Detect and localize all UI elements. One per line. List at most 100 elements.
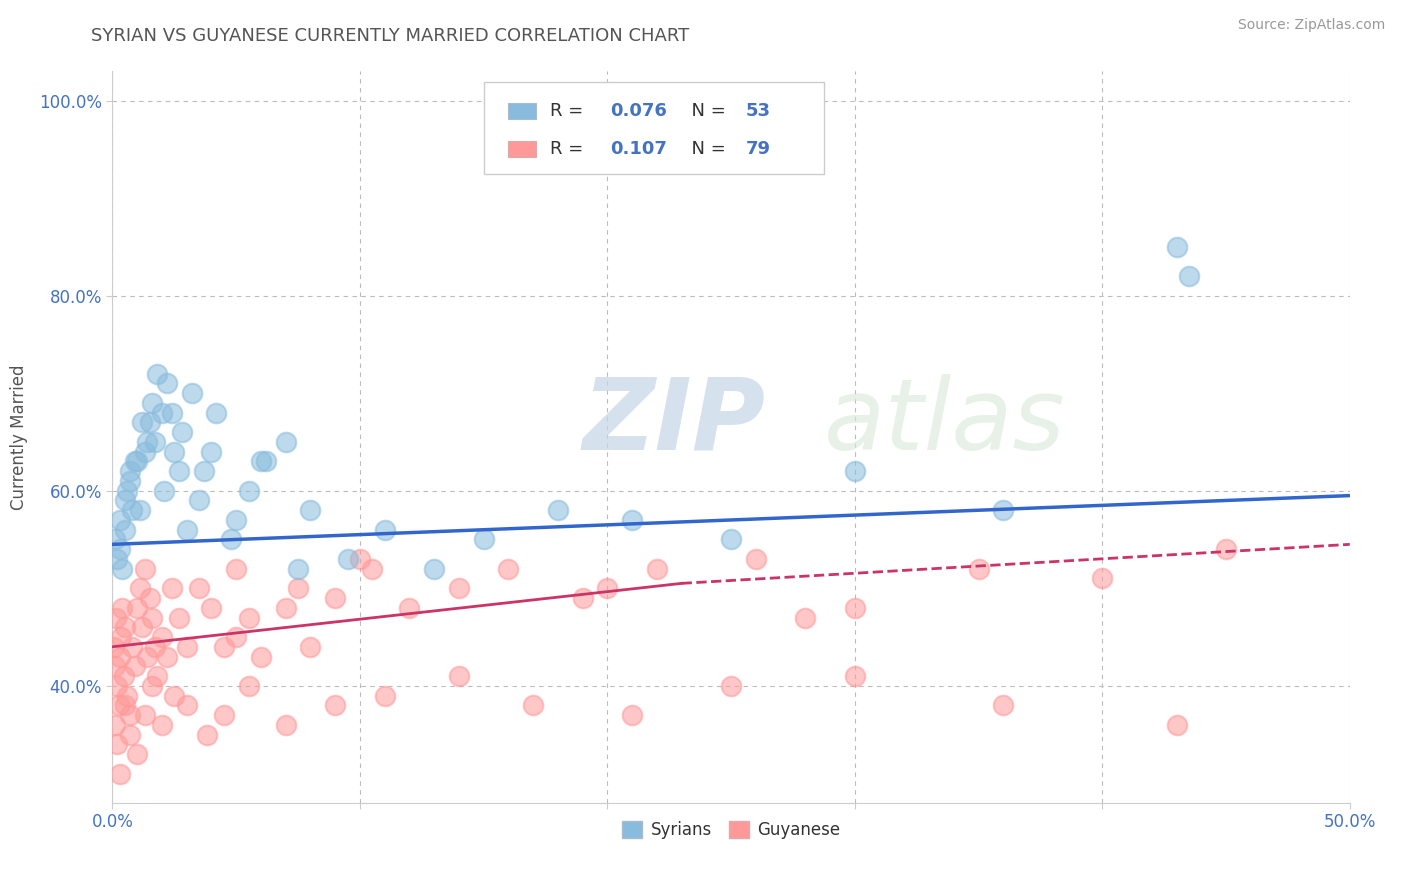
Point [163,689,186,703]
Point [108,542,131,557]
Point [121,503,143,517]
Text: atlas: atlas [824,374,1066,471]
Point [107,698,129,713]
Point [374,523,396,537]
Point [193,464,215,478]
Point [299,503,322,517]
Point [844,669,866,683]
Point [131,620,153,634]
Point [498,562,520,576]
Point [124,659,146,673]
Point [114,620,136,634]
Point [993,503,1015,517]
Point [111,562,134,576]
Point [195,727,218,741]
Point [118,474,141,488]
Point [169,464,191,478]
Point [138,591,160,605]
Point [645,562,668,576]
Point [1178,269,1201,284]
Point [423,562,446,576]
Point [621,708,644,723]
Point [254,454,277,468]
Point [794,610,817,624]
Legend: Syrians, Guyanese: Syrians, Guyanese [616,814,846,846]
Point [374,689,396,703]
Point [180,386,202,401]
Point [398,600,420,615]
Point [1091,572,1114,586]
Point [169,610,191,624]
Point [720,679,742,693]
Point [141,679,163,693]
Point [156,376,179,391]
Text: Source: ZipAtlas.com: Source: ZipAtlas.com [1237,18,1385,32]
Text: 79: 79 [747,140,770,158]
Point [103,640,125,654]
Point [141,396,163,410]
Point [138,416,160,430]
Point [114,523,136,537]
Point [1166,240,1188,254]
Point [108,513,131,527]
Point [238,610,260,624]
Point [274,718,297,732]
Point [105,610,128,624]
Bar [509,141,536,157]
Point [993,698,1015,713]
Point [117,689,139,703]
Point [238,679,260,693]
Point [134,444,156,458]
Point [274,434,297,449]
Point [287,562,309,576]
FancyBboxPatch shape [484,82,824,174]
Point [205,406,228,420]
Point [1166,718,1188,732]
Point [170,425,193,440]
Point [219,533,242,547]
Point [143,434,166,449]
Point [127,454,149,468]
Point [124,454,146,468]
Point [212,708,235,723]
Text: N =: N = [681,103,733,120]
Point [745,552,768,566]
Point [472,533,495,547]
Point [720,533,742,547]
Point [967,562,990,576]
Point [134,562,156,576]
Point [128,581,150,595]
Point [571,591,593,605]
Point [163,444,186,458]
Point [127,600,149,615]
Point [111,600,134,615]
Point [274,600,297,615]
Point [547,503,569,517]
Point [1215,542,1237,557]
Point [128,503,150,517]
Point [349,552,371,566]
Point [150,406,173,420]
Point [143,640,166,654]
Point [200,444,222,458]
Text: R =: R = [551,140,589,158]
Point [150,630,173,644]
Point [134,708,156,723]
Text: R =: R = [551,103,589,120]
Point [121,640,143,654]
Point [127,747,149,761]
Point [447,581,470,595]
Point [323,698,346,713]
Text: ZIP: ZIP [582,374,766,471]
Point [361,562,384,576]
Point [107,679,129,693]
Point [844,464,866,478]
Point [447,669,470,683]
Point [212,640,235,654]
Point [117,483,139,498]
Text: SYRIAN VS GUYANESE CURRENTLY MARRIED CORRELATION CHART: SYRIAN VS GUYANESE CURRENTLY MARRIED COR… [91,27,689,45]
Point [188,493,211,508]
Point [844,600,866,615]
Point [225,630,247,644]
Point [118,708,141,723]
